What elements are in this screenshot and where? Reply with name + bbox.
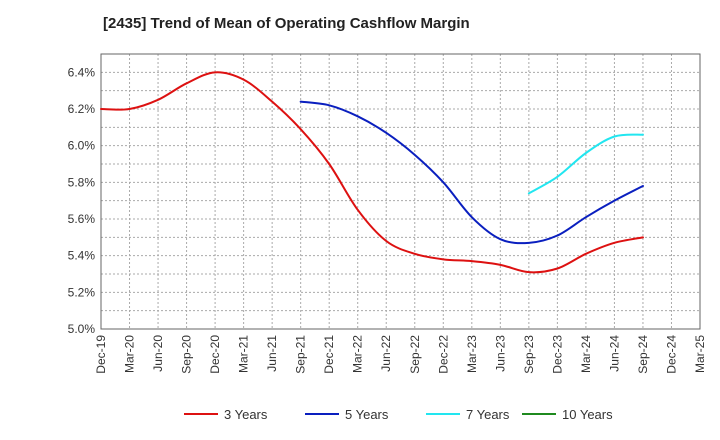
y-tick-label: 5.0%: [68, 322, 96, 336]
legend-label-5-years: 5 Years: [345, 407, 389, 422]
legend-label-7-years: 7 Years: [466, 407, 510, 422]
plot-area: [100, 53, 701, 330]
x-tick-label: Dec-22: [436, 335, 450, 374]
x-tick-label: Mar-21: [237, 335, 251, 373]
x-tick-label: Dec-23: [550, 335, 564, 374]
series-line-5-years: [299, 100, 644, 245]
x-tick-label: Mar-22: [351, 335, 365, 373]
x-tick-label: Jun-21: [265, 335, 279, 372]
x-tick-label: Mar-20: [123, 335, 137, 373]
x-tick-label: Dec-19: [94, 335, 108, 374]
y-tick-label: 5.8%: [68, 175, 96, 189]
x-tick-label: Sep-21: [294, 335, 308, 374]
legend-label-3-years: 3 Years: [224, 407, 268, 422]
x-tick-label: Jun-23: [493, 335, 507, 372]
legend: 3 Years 5 Years 7 Years 10 Years: [184, 407, 613, 422]
y-tick-label: 5.2%: [68, 285, 96, 299]
x-tick-label: Jun-22: [379, 335, 393, 372]
series-lines: [100, 71, 644, 274]
x-tick-label: Mar-24: [579, 335, 593, 373]
x-tick-label: Dec-20: [208, 335, 222, 374]
x-tick-label: Sep-22: [408, 335, 422, 374]
legend-label-10-years: 10 Years: [562, 407, 613, 422]
x-tick-label: Sep-23: [522, 335, 536, 374]
y-tick-label: 5.4%: [68, 249, 96, 263]
y-tick-label: 5.6%: [68, 212, 96, 226]
y-tick-label: 6.2%: [68, 102, 96, 116]
x-tick-label: Jun-24: [607, 335, 621, 372]
x-tick-label: Dec-24: [664, 335, 678, 374]
y-axis: 5.0% 5.2% 5.4% 5.6% 5.8% 6.0% 6.2% 6.4%: [68, 65, 96, 336]
x-tick-label: Dec-21: [322, 335, 336, 374]
x-tick-label: Jun-20: [151, 335, 165, 372]
x-tick-label: Sep-20: [180, 335, 194, 374]
chart-title: [2435] Trend of Mean of Operating Cashfl…: [103, 15, 470, 32]
y-tick-label: 6.0%: [68, 139, 96, 153]
y-tick-label: 6.4%: [68, 65, 96, 79]
x-tick-label: Mar-25: [693, 335, 707, 373]
x-tick-label: Sep-24: [636, 335, 650, 374]
series-line-3-years: [100, 71, 644, 274]
x-tick-label: Mar-23: [465, 335, 479, 373]
series-line-7-years: [527, 133, 644, 195]
grid: [101, 54, 700, 329]
x-axis: Dec-19 Mar-20 Jun-20 Sep-20 Dec-20 Mar-21 Jun-…: [94, 335, 707, 374]
